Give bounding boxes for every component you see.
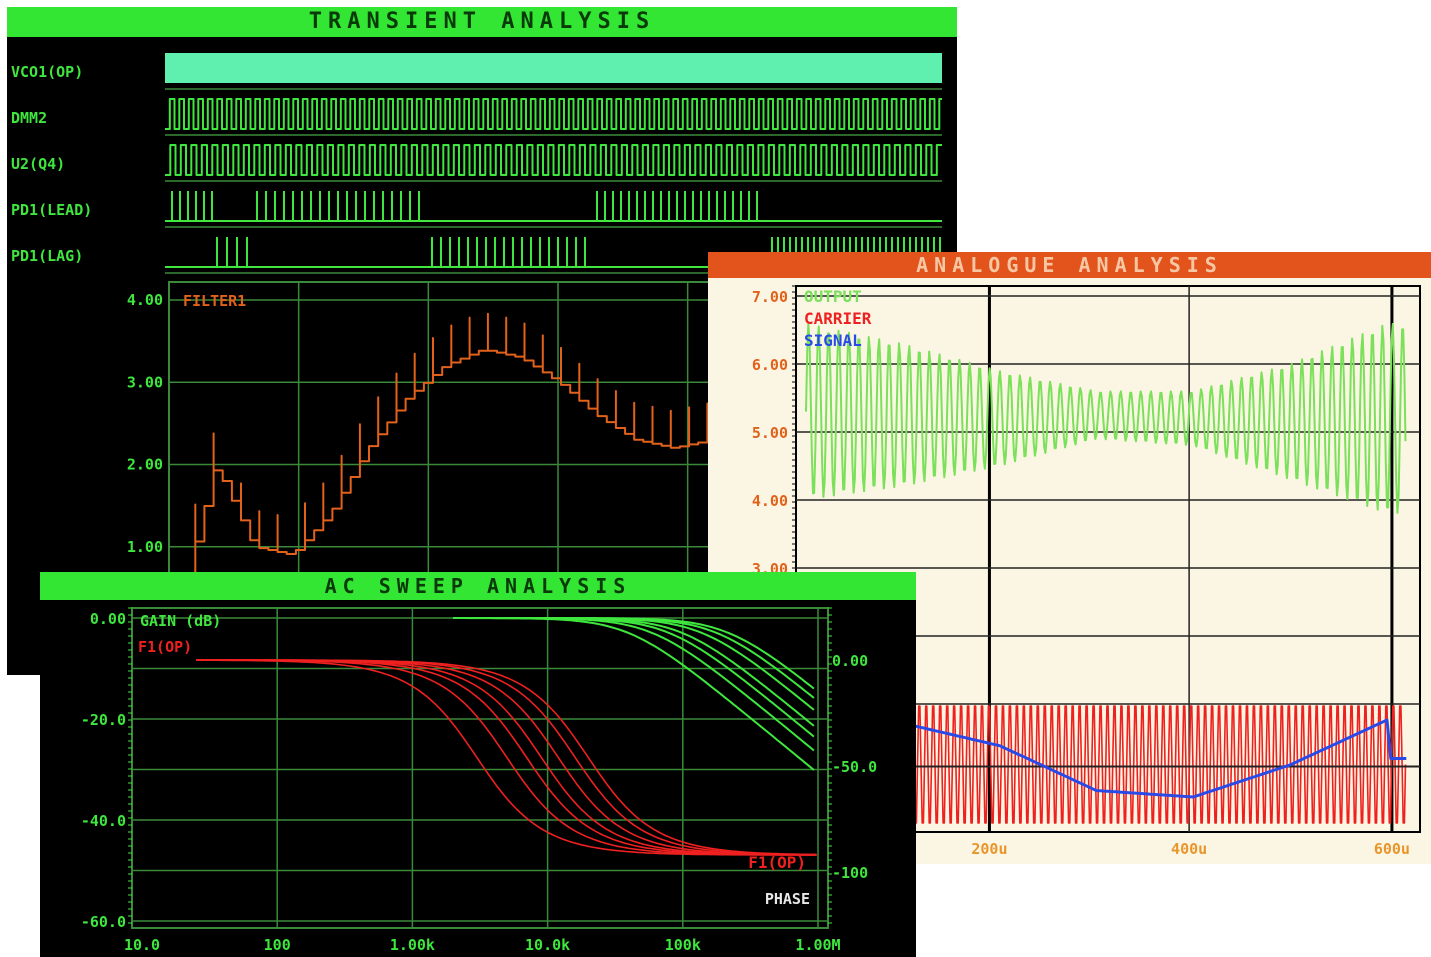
gain-axis-label: GAIN (dB) <box>140 612 221 630</box>
acsweep-y-tick-right: -50.0 <box>832 758 877 776</box>
analogue-x-tick: 200u <box>971 840 1007 858</box>
vco-output-block <box>165 53 942 83</box>
transient-y-tick: 2.00 <box>127 456 163 474</box>
filter1-series-line <box>176 312 790 614</box>
digital-trace-waveform <box>165 98 942 130</box>
digital-trace-label: DMM2 <box>11 109 47 127</box>
output-series-line <box>805 322 1407 514</box>
acsweep-y-tick-left: -60.0 <box>81 913 126 931</box>
acsweep-title: AC SWEEP ANALYSIS <box>40 572 916 600</box>
analogue-plot-frame <box>795 285 1421 833</box>
gain-series-line <box>453 617 815 690</box>
acsweep-x-tick: 100 <box>264 936 291 954</box>
phase-axis-label: PHASE <box>765 890 810 908</box>
analogue-x-tick: 600u <box>1374 840 1410 858</box>
digital-trace-label: U2(Q4) <box>11 155 65 173</box>
transient-y-tick: 1.00 <box>127 538 163 556</box>
acsweep-x-tick: 100k <box>665 936 701 954</box>
ac-sweep-analysis-window[interactable]: AC SWEEP ANALYSIS 10.0 100 1.00k 10.0k 100k 1… <box>40 572 916 957</box>
digital-trace-label: PD1(LEAD) <box>11 201 92 219</box>
analogue-y-tick: 4.00 <box>752 492 788 510</box>
analogue-y-tick: 7.00 <box>752 288 788 306</box>
transient-title: TRANSIENT ANALYSIS <box>7 7 957 37</box>
legend-entry-carrier: CARRIER <box>804 309 872 328</box>
acsweep-y-tick-left: 0.00 <box>90 610 126 628</box>
digital-trace-label: PD1(LAG) <box>11 247 83 265</box>
acsweep-plot: 10.0 100 1.00k 10.0k 100k 1.00M 0.00 -20.0 -40.0… <box>81 607 877 954</box>
filter1-series-label: FILTER1 <box>183 292 246 310</box>
f1-op-label: F1(OP) <box>748 853 806 872</box>
analogue-title: ANALOGUE ANALYSIS <box>708 252 1431 278</box>
f1-op-label: F1(OP) <box>138 638 192 656</box>
digital-trace-waveform <box>165 144 942 176</box>
acsweep-y-tick-left: -40.0 <box>81 812 126 830</box>
phase-series-line <box>196 659 817 856</box>
legend-entry-signal: SIGNAL <box>804 331 862 350</box>
acsweep-plot-frame <box>131 607 829 929</box>
analogue-y-tick: 5.00 <box>752 424 788 442</box>
analogue-x-tick: 400u <box>1171 840 1207 858</box>
acsweep-x-tick: 10.0k <box>525 936 570 954</box>
phase-series-line <box>196 659 817 856</box>
acsweep-x-tick: 1.00M <box>795 936 840 954</box>
gain-series-line <box>453 617 815 699</box>
analogue-y-tick: 6.00 <box>752 356 788 374</box>
acsweep-y-tick-left: -20.0 <box>81 711 126 729</box>
transient-y-tick: 4.00 <box>127 291 163 309</box>
acsweep-y-tick-right: -100 <box>832 864 868 882</box>
digital-trace-label: VCO1(OP) <box>11 63 83 81</box>
legend-entry-output: OUTPUT <box>804 287 862 306</box>
transient-y-tick: 3.00 <box>127 373 163 391</box>
acsweep-x-tick: 10.0 <box>124 936 160 954</box>
acsweep-x-tick: 1.00k <box>390 936 435 954</box>
acsweep-y-tick-right: 0.00 <box>832 652 868 670</box>
